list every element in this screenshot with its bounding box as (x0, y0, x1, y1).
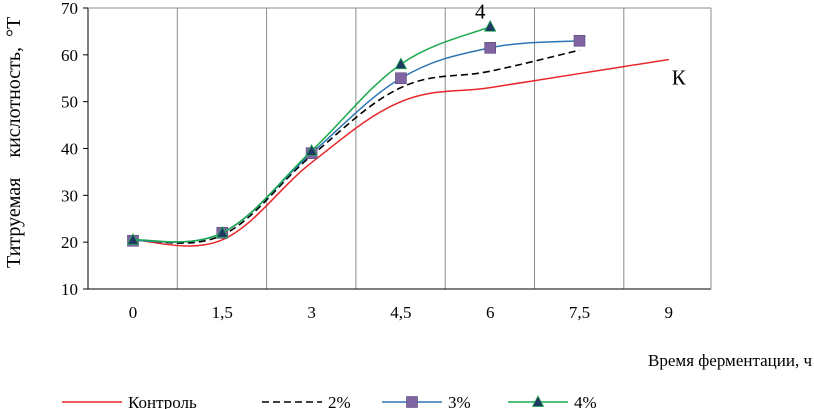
y-tick-label: 50 (61, 93, 78, 112)
x-tick-label: 4,5 (390, 303, 411, 322)
data-point-3pct (573, 34, 586, 47)
annotations: 4К (475, 0, 687, 90)
x-tick-label: 1,5 (212, 303, 233, 322)
legend-label: 3% (448, 393, 471, 409)
legend: Контроль 2% 3% 4% (62, 393, 597, 409)
x-tick-label: 0 (129, 303, 138, 322)
legend-label: 2% (328, 393, 351, 409)
legend-marker (531, 395, 545, 407)
y-tick-label: 40 (61, 140, 78, 159)
x-tick-labels: 0 1,5 3 4,5 6 7,5 9 (129, 303, 673, 322)
x-tick-label: 9 (665, 303, 674, 322)
y-tick-labels: 10 20 30 40 50 60 70 (61, 0, 78, 299)
data-point-4pct (216, 225, 229, 238)
y-tick-label: 30 (61, 186, 78, 205)
data-point-3pct (395, 72, 407, 85)
y-axis-title: Титруемая кислотность, °Т (3, 16, 25, 268)
data-point-3pct (484, 42, 497, 54)
grid-lines (176, 8, 625, 289)
series-line-control (132, 58, 669, 247)
x-axis-title: Время ферментации, ч (648, 351, 812, 370)
y-tick-label: 20 (61, 233, 78, 252)
legend-label: Контроль (128, 393, 197, 409)
data-point-4pct (394, 57, 408, 70)
y-tick-label: 70 (61, 0, 78, 18)
y-tick-label: 10 (61, 280, 78, 299)
legend-marker (406, 396, 418, 408)
legend-label: 4% (574, 393, 597, 409)
series-line-4pct (132, 26, 491, 243)
series-layer (126, 19, 669, 247)
annotation-label: 4 (475, 0, 486, 24)
data-point-4pct (484, 19, 497, 32)
annotation-label: К (672, 66, 687, 90)
y-tick-label: 60 (61, 46, 78, 65)
x-tick-label: 6 (486, 303, 495, 322)
axes (83, 7, 712, 290)
x-tick-label: 7,5 (569, 303, 590, 322)
data-point-4pct (126, 232, 140, 245)
series-line-2pct (132, 49, 580, 244)
x-tick-label: 3 (307, 303, 316, 322)
data-point-4pct (305, 143, 318, 156)
